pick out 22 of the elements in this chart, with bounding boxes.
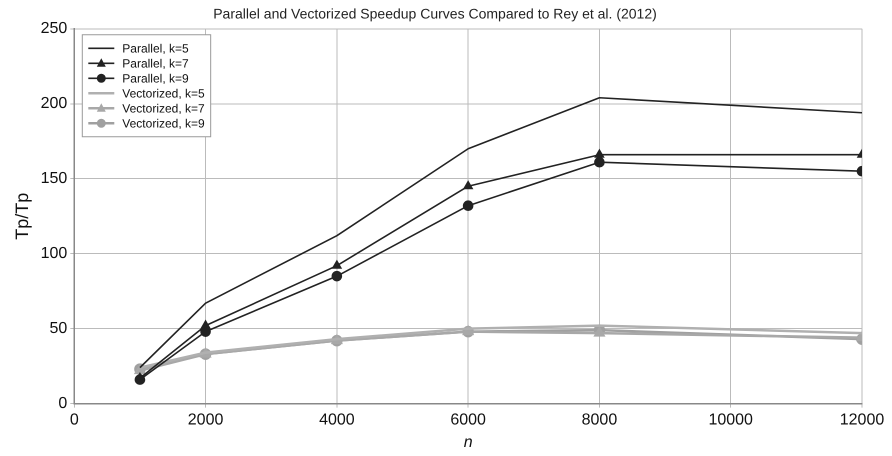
y-tick-label: 150: [40, 170, 68, 188]
y-tick-label: 50: [50, 320, 68, 338]
x-tick-label: 6000: [450, 412, 486, 429]
x-tick-label: 10000: [708, 412, 754, 429]
x-tick-label: 12000: [840, 412, 884, 429]
x-tick-label: 2000: [188, 412, 224, 429]
legend-label: Vectorized, k=5: [122, 86, 206, 101]
x-tick-label: 4000: [319, 412, 355, 429]
y-tick-label: 250: [40, 20, 68, 38]
y-tick-label: 200: [40, 95, 68, 112]
legend-label: Parallel, k=7: [122, 56, 189, 71]
y-tick-label: 100: [40, 245, 68, 262]
chart-title: Parallel and Vectorized Speedup Curves Compared to Rey et al. (2012): [213, 5, 657, 22]
y-tick-label: 0: [58, 395, 68, 412]
x-tick-label: 0: [70, 412, 79, 429]
legend-label: Vectorized, k=9: [122, 116, 206, 131]
legend-label: Parallel, k=9: [122, 72, 189, 86]
legend-label: Vectorized, k=7: [122, 102, 206, 116]
y-axis-title: Tp/Tp: [12, 192, 32, 240]
x-tick-label: 8000: [582, 412, 618, 429]
legend-label: Parallel, k=5: [122, 42, 189, 56]
x-axis-title: n: [464, 434, 473, 451]
